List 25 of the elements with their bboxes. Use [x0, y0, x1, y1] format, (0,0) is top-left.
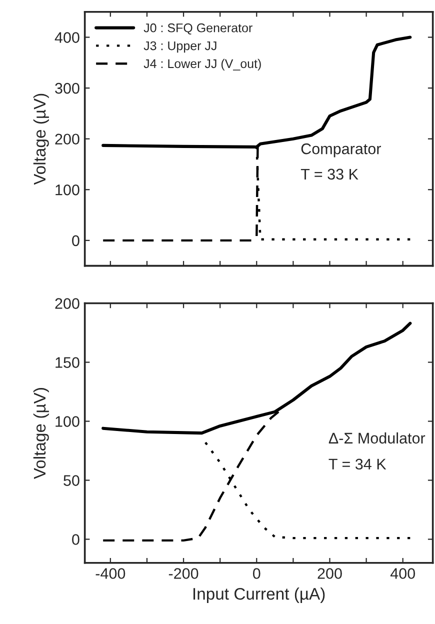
legend-label: J4 : Lower JJ (V_out) [144, 58, 261, 71]
x-axis-title: Input Current (µA) [194, 588, 325, 604]
x-tick-label: -400 [96, 568, 126, 579]
y-tick-label: 100 [56, 184, 80, 196]
y-tick-label: 100 [56, 416, 80, 427]
y-tick-label: 0 [72, 534, 80, 545]
x-tick-label: 0 [252, 568, 260, 579]
annotation: Comparator [301, 143, 381, 158]
y-tick-label: 150 [56, 357, 80, 368]
y-tick-label: 0 [72, 235, 80, 246]
annotation: Δ-Σ Modulator [328, 432, 426, 444]
x-tick-label: 200 [318, 568, 342, 579]
y-axis-title: Voltage (µV) [33, 388, 49, 480]
annotation: T = 34 K [328, 458, 386, 470]
y-tick-label: 200 [55, 134, 80, 145]
y-tick-label: 400 [54, 32, 80, 43]
x-tick-label: 400 [390, 568, 415, 579]
y-tick-label: 50 [64, 475, 80, 486]
legend-label: J3 : Upper JJ [144, 41, 216, 53]
y-tick-label: 300 [55, 82, 80, 94]
y-tick-label: 200 [55, 298, 80, 309]
annotation: T = 33 K [300, 168, 358, 180]
legend-label: J0 : SFQ Generator [144, 23, 252, 35]
x-tick-label: -200 [168, 568, 198, 579]
y-axis-title: Voltage (µV) [33, 94, 49, 185]
